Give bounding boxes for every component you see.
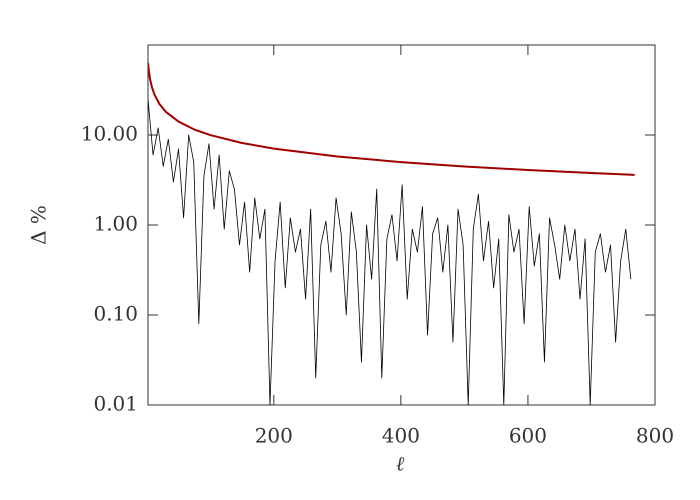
series-line <box>148 99 632 405</box>
y-tick-label: 1.00 <box>93 212 138 236</box>
x-tick-label: 200 <box>255 424 293 448</box>
y-tick-label: 0.10 <box>93 302 138 326</box>
x-tick-label: 600 <box>509 424 547 448</box>
series-line <box>148 62 635 176</box>
y-tick-label: 0.01 <box>93 392 138 416</box>
axes <box>148 45 656 406</box>
y-axis-label: Δ % <box>27 205 51 245</box>
y-tick-label: 10.00 <box>81 122 138 146</box>
x-tick-label: 800 <box>636 424 674 448</box>
x-tick-label: 400 <box>382 424 420 448</box>
plot-area <box>148 62 635 405</box>
x-axis-label: ℓ <box>396 452 405 476</box>
